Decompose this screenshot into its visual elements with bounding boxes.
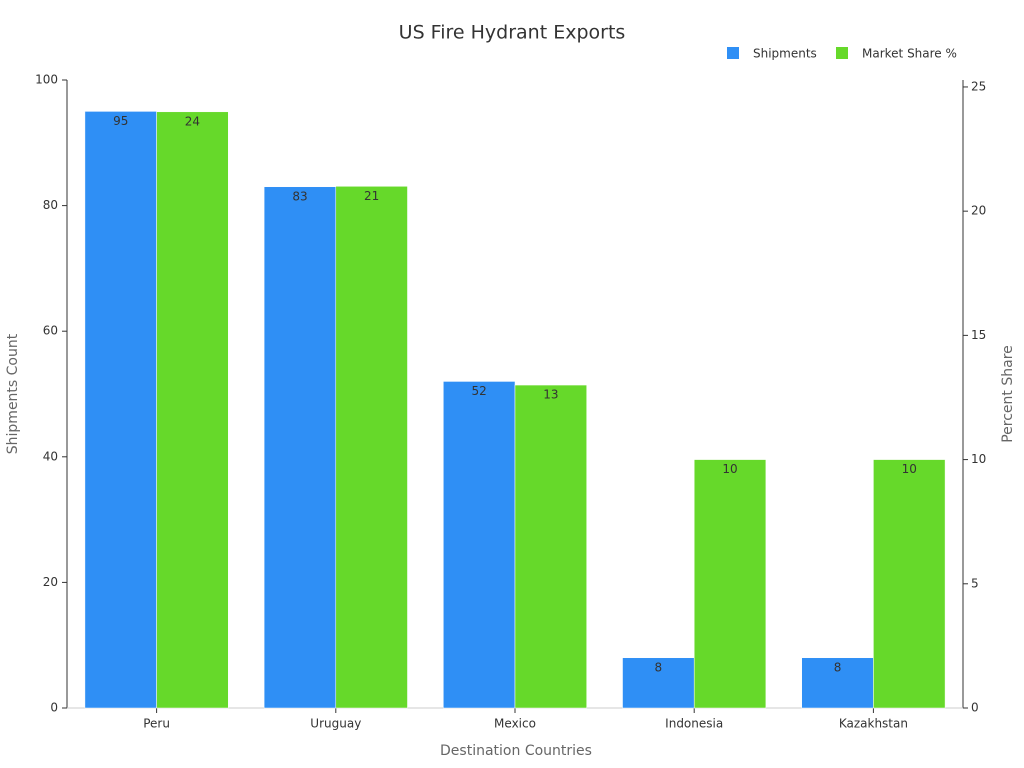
value-label: 52 (472, 384, 487, 398)
x-axis-title: Destination Countries (440, 743, 592, 759)
y-tick-label: 40 (43, 449, 58, 463)
y-axis-title: Shipments Count (5, 333, 21, 454)
value-label: 95 (113, 114, 128, 128)
y-tick-label: 60 (43, 324, 58, 338)
legend-swatch (836, 47, 848, 59)
y2-tick-label: 10 (971, 452, 986, 466)
y-tick-label: 20 (43, 575, 58, 589)
x-tick-label: Uruguay (310, 717, 361, 731)
y-tick-label: 80 (43, 198, 58, 212)
legend-swatch (727, 47, 739, 59)
bar (873, 459, 946, 709)
legend-label: Market Share % (862, 47, 957, 61)
value-label: 10 (722, 462, 737, 476)
bar (801, 657, 874, 709)
bar (693, 459, 767, 709)
value-label: 24 (185, 114, 200, 128)
bar (514, 384, 587, 709)
bar (622, 657, 695, 709)
x-tick-label: Kazakhstan (839, 717, 908, 731)
y-tick-label: 100 (35, 73, 58, 87)
value-label: 21 (364, 189, 379, 203)
y2-axis-title: Percent Share (1000, 345, 1016, 443)
value-label: 8 (655, 660, 663, 674)
y2-tick-label: 15 (971, 328, 986, 342)
y-tick-label: 0 (50, 701, 58, 715)
y2-tick-label: 20 (971, 204, 986, 218)
value-label: 13 (543, 388, 558, 402)
bar (156, 111, 229, 709)
chart-title: US Fire Hydrant Exports (399, 22, 626, 44)
x-tick-label: Peru (143, 717, 170, 731)
value-label: 8 (834, 660, 842, 674)
x-tick-label: Indonesia (665, 717, 723, 731)
y2-tick-label: 5 (971, 576, 979, 590)
x-tick-label: Mexico (494, 717, 536, 731)
bar (443, 381, 516, 709)
value-label: 83 (292, 189, 307, 203)
bar (263, 186, 337, 709)
value-label: 10 (902, 462, 917, 476)
legend-label: Shipments (753, 47, 817, 61)
bar (335, 186, 408, 709)
y2-tick-label: 25 (971, 79, 986, 93)
bar (84, 111, 157, 709)
y2-tick-label: 0 (971, 701, 979, 715)
